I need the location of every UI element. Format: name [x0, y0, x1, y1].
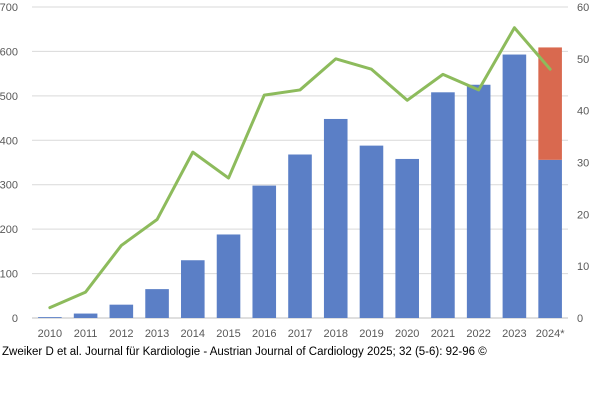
x-tick-label: 2018	[323, 328, 347, 340]
bar	[288, 154, 312, 318]
bar	[181, 260, 205, 318]
bar	[538, 159, 562, 318]
bar	[252, 185, 277, 318]
right-y-tick-label: 0	[577, 313, 583, 325]
bar	[73, 313, 98, 318]
left-y-tick-label: 400	[0, 135, 18, 147]
right-y-tick-label: 10	[577, 261, 589, 273]
left-y-tick-label: 500	[0, 91, 18, 103]
bar	[502, 54, 527, 318]
left-y-tick-label: 100	[0, 269, 18, 281]
right-y-tick-label: 60	[577, 2, 589, 14]
bar	[359, 145, 384, 318]
bar	[395, 158, 419, 318]
right-y-tick-label: 50	[577, 54, 589, 66]
left-y-tick-label: 300	[0, 180, 18, 192]
x-tick-label: 2023	[502, 328, 526, 340]
left-y-tick-label: 0	[12, 313, 18, 325]
bar-stacked-segment	[538, 47, 562, 160]
x-tick-label: 2013	[145, 328, 169, 340]
citation: Zweiker D et al. Journal für Kardiologie…	[2, 346, 487, 358]
x-tick-label: 2010	[38, 328, 62, 340]
x-tick-label: 2021	[431, 328, 455, 340]
chart: 2010 2011 2012 2013 2014 2015 2016 2017 2018 2019…	[0, 2, 589, 340]
x-tick-label: 2014	[181, 328, 205, 340]
bar	[38, 317, 62, 318]
bar	[466, 84, 491, 318]
trend-line	[48, 26, 552, 310]
left-y-tick-label: 700	[0, 2, 18, 14]
bar	[145, 289, 169, 318]
right-y-tick-label: 30	[577, 158, 589, 170]
right-y-axis-ticks: 0 10 20 30 40 50 60	[577, 2, 589, 325]
x-tick-label: 2019	[359, 328, 383, 340]
left-y-tick-label: 600	[0, 46, 18, 58]
bar	[109, 304, 134, 318]
x-tick-label: 2012	[109, 328, 133, 340]
bar	[431, 92, 455, 318]
bar	[323, 118, 348, 319]
bar	[216, 234, 241, 318]
right-y-tick-label: 20	[577, 209, 589, 221]
x-tick-label: 2024*	[536, 328, 565, 340]
x-tick-label: 2020	[395, 328, 419, 340]
x-axis-ticks: 2010 2011 2012 2013 2014 2015 2016 2017 2018 2019…	[38, 328, 566, 340]
x-tick-label: 2022	[466, 328, 490, 340]
x-tick-label: 2016	[252, 328, 276, 340]
right-y-tick-label: 40	[577, 106, 589, 118]
x-tick-label: 2011	[74, 328, 98, 340]
x-tick-label: 2015	[216, 328, 240, 340]
x-tick-label: 2017	[288, 328, 312, 340]
bars	[38, 47, 562, 319]
left-y-tick-label: 200	[0, 224, 18, 236]
left-y-axis-ticks: 0 100 200 300 400 500 600 700	[0, 2, 18, 325]
